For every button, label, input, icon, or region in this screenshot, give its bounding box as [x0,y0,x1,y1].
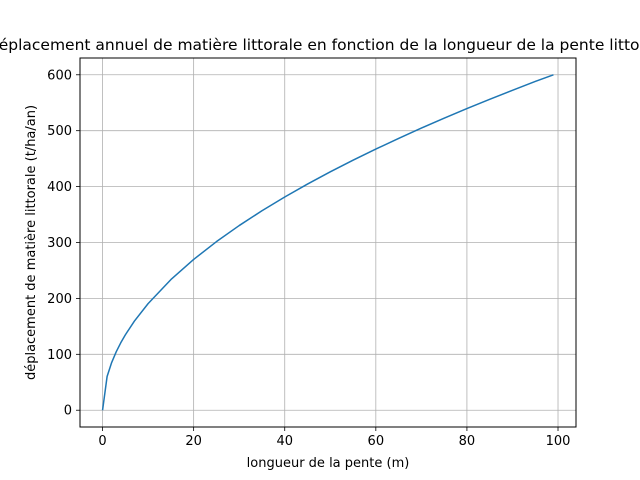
x-axis-label: longueur de la pente (m) [247,456,410,471]
y-tick-label: 100 [47,348,72,363]
y-tick-label: 600 [47,68,72,83]
x-tick-label: 80 [459,434,476,449]
y-tick-label: 400 [47,180,72,195]
x-tick-label: 100 [546,434,571,449]
y-tick-label: 0 [64,404,72,419]
chart-title: Déplacement annuel de matière littorale … [0,36,640,54]
x-tick-label: 0 [98,434,106,449]
x-axis: 0 20 40 60 80 100 [98,427,570,449]
x-tick-label: 20 [185,434,202,449]
series-line [101,74,554,411]
grid [80,58,576,427]
y-axis-label: déplacement de matière littorale (t/ha/a… [24,105,39,380]
y-axis: 0 100 200 300 400 500 600 [47,68,80,419]
y-tick-label: 300 [47,236,72,251]
x-tick-label: 40 [276,434,293,449]
x-tick-label: 60 [368,434,385,449]
y-tick-label: 200 [47,292,72,307]
series-group [101,74,554,411]
y-tick-label: 500 [47,124,72,139]
